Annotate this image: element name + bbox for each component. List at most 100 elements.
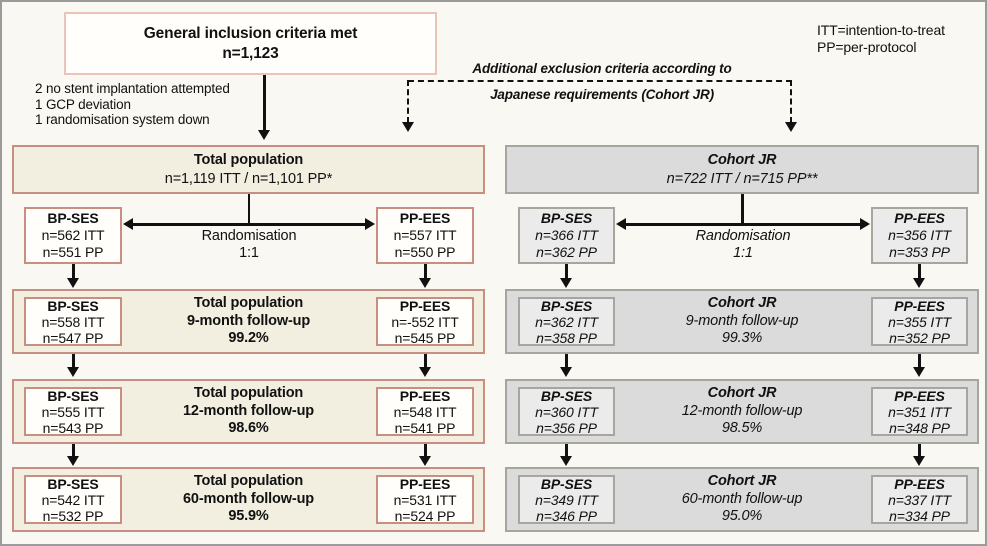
row-subtitle: 60-month follow-up xyxy=(182,490,314,507)
pp-ees-name: PP-EES xyxy=(894,210,945,226)
pp-ees-itt: n=557 ITT xyxy=(393,227,457,243)
row-title: Total population xyxy=(193,295,304,311)
randomisation-arrow-head-to-bpses-right xyxy=(616,218,626,230)
arrow-line xyxy=(72,354,75,368)
bp-ses-itt: n=360 ITT xyxy=(535,403,598,420)
followup-row-12m-right-label: Cohort JR 12-month follow-up 98.5% xyxy=(627,385,857,438)
arrow-line xyxy=(918,264,921,279)
bp-ses-itt: n=366 ITT xyxy=(535,227,598,243)
randomisation-stem-left xyxy=(247,194,250,225)
arrow-head xyxy=(559,278,572,288)
japanese-exclusion-arrow-head-right xyxy=(784,122,797,132)
general-inclusion-title: General inclusion criteria met xyxy=(143,24,358,42)
followup-row-12m-left-label: Total population 12-month follow-up 98.6… xyxy=(132,385,365,438)
arrow-head xyxy=(559,367,572,377)
row-subtitle: 60-month follow-up xyxy=(681,490,803,507)
row-percent: 98.6% xyxy=(228,420,269,436)
randomisation-stem-right xyxy=(741,194,744,225)
legend-pp: PP=per-protocol xyxy=(817,39,917,55)
arrow-line xyxy=(72,264,75,279)
arrow-head xyxy=(66,278,79,288)
arrow-line xyxy=(72,444,75,457)
pp-ees-name: PP-EES xyxy=(894,297,945,314)
pp-ees-pp: n=334 PP xyxy=(889,507,950,524)
bp-ses-name: BP-SES xyxy=(47,210,99,226)
bp-ses-60m-box-left: BP-SES n=542 ITT n=532 PP xyxy=(24,475,122,524)
randomisation-arrow-head-to-ppees-right xyxy=(860,218,870,230)
pp-ees-name: PP-EES xyxy=(894,387,945,404)
bp-ses-itt: n=562 ITT xyxy=(41,227,105,243)
bp-ses-name: BP-SES xyxy=(540,297,593,314)
followup-row-60m-left-label: Total population 60-month follow-up 95.9… xyxy=(132,473,365,526)
arrow-line xyxy=(565,264,568,279)
pp-ees-pp: n=545 PP xyxy=(394,329,456,346)
total-population-title: Total population xyxy=(193,151,304,168)
row-title: Cohort JR xyxy=(707,385,777,401)
randomisation-ratio-left: 1:1 xyxy=(239,244,259,261)
pp-ees-pp: n=353 PP xyxy=(889,244,950,260)
pp-ees-randomised-box-left: PP-EES n=557 ITT n=550 PP xyxy=(376,207,474,264)
itt-pp-legend: ITT=intention-to-treat PP=per-protocol xyxy=(817,22,945,56)
bp-ses-name: BP-SES xyxy=(47,475,99,492)
pp-ees-itt: n=337 ITT xyxy=(888,491,951,508)
arrow-head xyxy=(418,278,431,288)
randomisation-label-left: Randomisation 1:1 xyxy=(149,228,349,261)
pp-ees-pp: n=541 PP xyxy=(394,419,456,436)
bp-ses-9m-box-right: BP-SES n=362 ITT n=358 PP xyxy=(518,297,615,346)
exclusion-note-2: 1 GCP deviation xyxy=(35,96,131,112)
randomisation-text-right: Randomisation xyxy=(695,228,791,244)
inclusion-arrow-head xyxy=(257,130,270,140)
arrow-line xyxy=(918,354,921,368)
followup-row-60m-right-label: Cohort JR 60-month follow-up 95.0% xyxy=(627,473,857,526)
bp-ses-pp: n=547 PP xyxy=(42,329,104,346)
arrow-head xyxy=(912,456,925,466)
bp-ses-name: BP-SES xyxy=(540,387,593,404)
arrow-line xyxy=(565,444,568,457)
total-population-n: n=1,119 ITT / n=1,101 PP* xyxy=(164,170,333,187)
pp-ees-name: PP-EES xyxy=(399,210,451,226)
general-inclusion-box: General inclusion criteria met n=1,123 xyxy=(64,12,437,75)
pp-ees-itt: n=548 ITT xyxy=(393,403,457,420)
arrow-head xyxy=(418,367,431,377)
general-inclusion-n: n=1,123 xyxy=(222,44,279,62)
randomisation-label-right: Randomisation 1:1 xyxy=(643,228,843,261)
japanese-exclusion-connector-horizontal xyxy=(408,80,792,82)
randomisation-bar-right xyxy=(624,223,862,226)
pp-ees-name: PP-EES xyxy=(399,475,451,492)
bp-ses-name: BP-SES xyxy=(540,210,593,226)
randomisation-ratio-right: 1:1 xyxy=(733,244,753,261)
exclusion-notes: 2 no stent implantation attempted 1 GCP … xyxy=(35,81,230,128)
arrow-line xyxy=(424,444,427,457)
pp-ees-60m-box-right: PP-EES n=337 ITT n=334 PP xyxy=(871,475,968,524)
row-subtitle: 9-month follow-up xyxy=(685,312,799,329)
row-subtitle: 12-month follow-up xyxy=(182,402,314,419)
arrow-head xyxy=(66,367,79,377)
cohort-jr-n: n=722 ITT / n=715 PP** xyxy=(666,170,818,187)
japanese-exclusion-connector-left xyxy=(407,80,409,123)
legend-itt: ITT=intention-to-treat xyxy=(817,22,945,38)
bp-ses-name: BP-SES xyxy=(47,297,99,314)
pp-ees-itt: n=-552 ITT xyxy=(391,313,459,330)
cohort-jr-title: Cohort JR xyxy=(707,151,777,168)
bp-ses-name: BP-SES xyxy=(47,387,99,404)
bp-ses-name: BP-SES xyxy=(540,475,593,492)
bp-ses-pp: n=551 PP xyxy=(42,244,104,260)
japanese-exclusion-note-line2: Japanese requirements (Cohort JR) xyxy=(490,87,714,102)
arrow-head xyxy=(912,367,925,377)
japanese-exclusion-connector-right xyxy=(790,80,792,123)
bp-ses-pp: n=543 PP xyxy=(42,419,104,436)
bp-ses-itt: n=362 ITT xyxy=(535,313,598,330)
pp-ees-9m-box-right: PP-EES n=355 ITT n=352 PP xyxy=(871,297,968,346)
randomisation-arrow-head-to-ppees-left xyxy=(365,218,375,230)
pp-ees-pp: n=550 PP xyxy=(394,244,456,260)
bp-ses-randomised-box-right: BP-SES n=366 ITT n=362 PP xyxy=(518,207,615,264)
bp-ses-60m-box-right: BP-SES n=349 ITT n=346 PP xyxy=(518,475,615,524)
bp-ses-itt: n=555 ITT xyxy=(41,403,105,420)
row-title: Cohort JR xyxy=(707,295,777,311)
pp-ees-pp: n=348 PP xyxy=(889,419,950,436)
randomisation-text-left: Randomisation xyxy=(201,228,297,244)
arrow-head xyxy=(66,456,79,466)
arrow-head xyxy=(912,278,925,288)
exclusion-note-1: 2 no stent implantation attempted xyxy=(35,81,230,96)
